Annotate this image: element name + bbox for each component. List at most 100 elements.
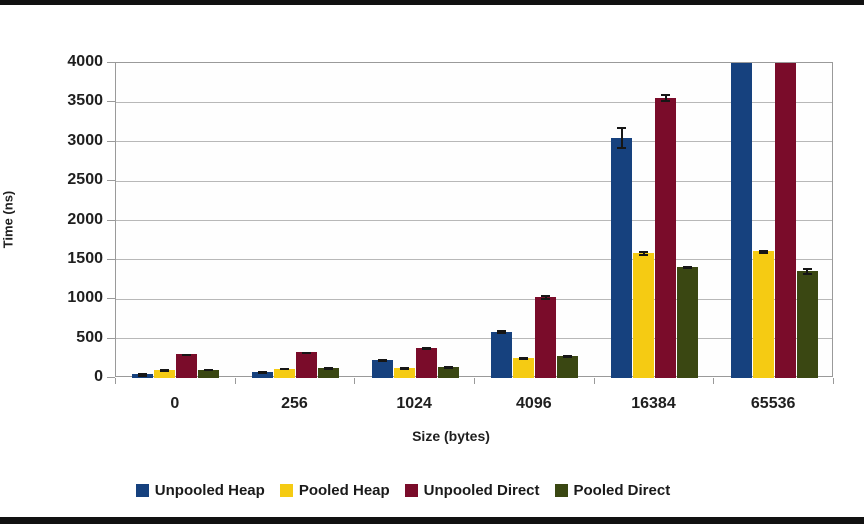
y-tick-label-4000: 4000 [67,53,103,70]
bar-unpooled-heap-256 [252,371,273,378]
error-bar-cap [639,254,648,257]
plot-area [115,62,833,378]
bar-unpooled-direct-65536 [774,63,796,378]
y-tick-label-3500: 3500 [67,92,103,110]
error-bar-cap [421,346,431,349]
error-bar-cap [138,373,148,376]
error-bar-cap [639,251,648,254]
error-bar-cap [377,358,387,361]
y-tick-label-2000: 2000 [67,210,103,228]
error-bar-cap [541,298,551,301]
error-bar-cap [280,368,289,371]
bar-unpooled-direct-256 [296,352,317,378]
y-tick-label-0: 0 [94,368,103,385]
bar-unpooled-heap-1024 [371,359,393,378]
bar-unpooled-heap-65536 [730,63,752,378]
bar-pooled-direct-0 [198,369,220,378]
legend-item-pooled-direct: Pooled Direct [554,482,671,499]
legend-label: Pooled Direct [573,482,671,499]
bar-pooled-direct-4096 [557,355,579,378]
error-bar-cap [160,369,170,372]
x-tick-mark-6 [833,378,834,384]
legend-item-unpooled-direct: Unpooled Direct [404,482,540,499]
error-bar-cap [758,249,768,252]
error-bar [806,268,809,274]
error-bar-cap [802,268,812,271]
legend-swatch [404,484,418,497]
error-bar-cap [204,369,214,372]
error-bar-cap [497,332,507,335]
bar-unpooled-heap-16384 [611,137,632,378]
y-tick-label-1000: 1000 [67,289,103,307]
y-tick-label-2500: 2500 [67,171,103,189]
x-tick-mark-1 [234,378,236,384]
legend-swatch [554,484,568,497]
y-tick-mark-0 [107,377,115,378]
legend-label: Unpooled Heap [154,482,265,499]
gridline-1500 [116,259,832,261]
legend-swatch [279,484,293,497]
y-tick-mark-1000 [107,298,115,300]
bar-pooled-direct-256 [318,367,339,378]
error-bar-cap [399,367,409,370]
gridline-3500 [116,101,832,103]
y-tick-mark-3500 [107,101,115,103]
error-bar-cap [758,251,768,254]
y-tick-mark-2500 [107,180,115,182]
x-tick-label-0: 0 [170,395,180,412]
bar-pooled-heap-4096 [513,358,535,378]
y-axis-title: Time (ns) [0,190,16,249]
letterbox-top [0,0,864,5]
bar-unpooled-direct-0 [176,354,198,378]
x-tick-label-1024: 1024 [396,395,432,412]
bar-unpooled-direct-4096 [535,296,557,378]
error-bar-cap [802,272,812,275]
error-bar-cap [661,94,670,97]
error-bar-cap [683,267,692,270]
bar-pooled-heap-1024 [393,368,415,378]
error-bar-cap [302,352,311,355]
x-tick-label-4096: 4096 [516,395,552,412]
bar-pooled-direct-16384 [677,266,698,378]
error-bar-cap [138,374,148,377]
error-bar [664,94,667,102]
x-tick-label-256: 256 [281,395,308,412]
y-tick-label-3000: 3000 [67,131,103,149]
bar-pooled-direct-1024 [437,366,459,378]
error-bar-cap [421,347,431,350]
error-bar [544,294,547,300]
y-tick-mark-500 [107,337,115,339]
bar-pooled-direct-65536 [796,270,818,378]
legend-label: Pooled Heap [298,482,390,499]
error-bar-cap [617,147,626,150]
error-bar-cap [497,329,507,332]
x-tick-mark-4 [593,378,595,384]
x-tick-mark-3 [474,378,475,384]
legend-item-unpooled-heap: Unpooled Heap [135,482,265,499]
y-tick-mark-1500 [107,258,115,260]
error-bar [620,127,623,149]
bar-unpooled-heap-4096 [491,331,513,378]
gridline-2000 [116,220,832,221]
x-tick-label-16384: 16384 [631,395,676,412]
y-tick-label-1500: 1500 [67,249,103,267]
y-tick-mark-2000 [107,219,115,221]
letterbox-bottom [0,517,864,524]
error-bar-cap [683,265,692,268]
legend: Unpooled Heap Pooled Heap Unpooled Direct P… [0,482,835,499]
bar-unpooled-direct-1024 [415,347,437,378]
x-axis-title: Size (bytes) [412,428,490,444]
gridline-1000 [116,298,832,300]
error-bar-cap [258,371,267,374]
bar-pooled-heap-16384 [633,253,654,378]
legend-item-pooled-heap: Pooled Heap [279,482,390,499]
y-tick-mark-3000 [107,140,115,142]
bar-pooled-heap-256 [274,368,295,378]
error-bar-cap [519,358,529,361]
y-tick-mark-4000 [107,62,115,63]
error-bar-cap [182,354,192,357]
gridline-2500 [116,180,832,182]
error-bar-cap [324,367,333,370]
error-bar-cap [541,294,551,297]
